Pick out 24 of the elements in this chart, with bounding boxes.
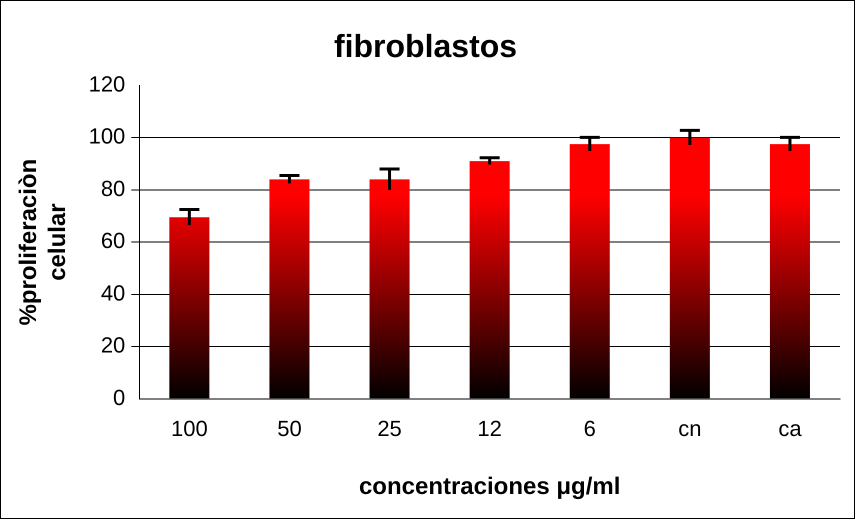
y-tick-label: 20 bbox=[100, 332, 126, 358]
bar bbox=[670, 138, 710, 398]
bar bbox=[269, 179, 310, 398]
x-tick-label: cn bbox=[678, 416, 702, 442]
y-tick-label: 60 bbox=[100, 228, 126, 254]
bar bbox=[570, 144, 610, 398]
x-axis-title: concentraciones μg/ml bbox=[358, 473, 620, 500]
chart-title: fibroblastos bbox=[334, 28, 518, 64]
x-tick-label: 50 bbox=[277, 416, 302, 442]
y-tick-label: 80 bbox=[100, 176, 126, 201]
y-tick-label: 40 bbox=[100, 280, 126, 306]
x-tick-label: 6 bbox=[584, 416, 596, 442]
bar bbox=[770, 144, 810, 398]
y-tick-label: 0 bbox=[113, 384, 126, 410]
y-tick-label: 120 bbox=[88, 71, 126, 96]
bar bbox=[470, 161, 510, 398]
x-tick-label: ca bbox=[778, 416, 802, 442]
x-tick-label: 100 bbox=[170, 416, 208, 442]
y-axis-title: %proliferaciòn celular bbox=[15, 158, 71, 326]
bar bbox=[169, 217, 210, 398]
x-tick-label: 12 bbox=[477, 416, 502, 442]
x-tick-label: 25 bbox=[377, 416, 402, 442]
bar bbox=[370, 179, 410, 398]
y-tick-label: 100 bbox=[88, 124, 126, 149]
